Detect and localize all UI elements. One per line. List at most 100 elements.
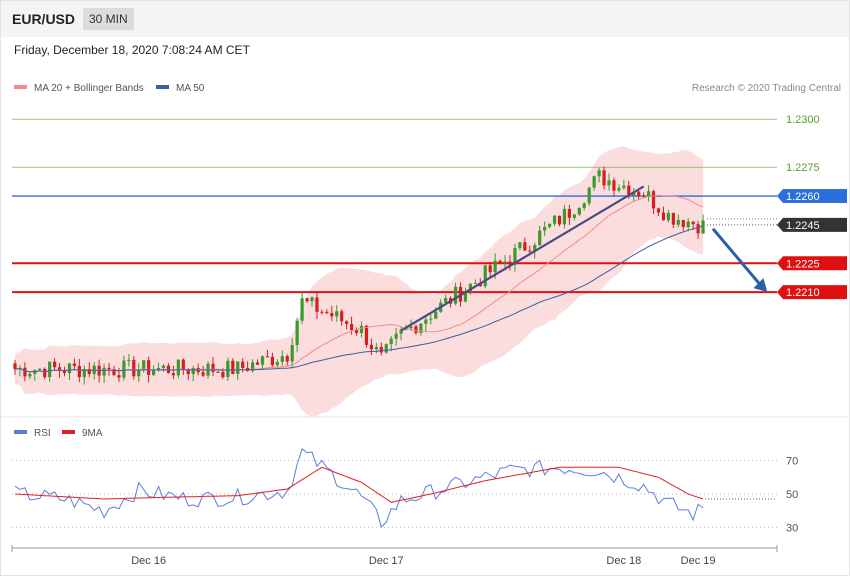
timeframe-badge[interactable]: 30 MIN [83,8,134,30]
candle-body [617,187,621,191]
candle-body [513,248,517,265]
candle-body [686,221,690,228]
candle [28,371,32,380]
candle [38,368,42,371]
candle [637,190,641,200]
bollinger-band-area [15,146,704,417]
candle [137,363,141,382]
candle-body [53,361,57,368]
candle-body [57,367,62,371]
candle [424,316,428,332]
candle-body [226,360,230,378]
candle-body [13,363,17,370]
candle-body [102,367,106,376]
candle-body [369,344,373,350]
candle-body [696,224,700,234]
candle-body [350,324,354,330]
level-support-5: 1.2210 [12,285,847,300]
candle-body [231,360,235,374]
candle-body [82,368,86,378]
candle [582,202,586,211]
candle-body [666,212,670,221]
legend-label: MA 50 [176,83,205,94]
candle-body [201,372,205,376]
candle-body [290,344,294,362]
candle [226,357,230,381]
candle-body [508,261,512,265]
candle-body [221,371,225,378]
candle [661,206,666,221]
candle-body [622,185,626,188]
candle-body [142,360,146,371]
candle-body [577,207,581,215]
candle-body [107,367,111,370]
candle-body [374,347,378,350]
candle [587,186,591,206]
candle-body [523,242,527,251]
candle-body [211,363,215,372]
level-label: 1.2210 [786,287,820,299]
rsi-legend-label: 9MA [82,428,103,439]
candle-body [305,298,309,302]
candle [671,212,675,229]
candle-body [295,320,299,345]
x-tick-label: Dec 19 [681,555,716,567]
candle-body [48,361,52,378]
candle-body [280,356,284,362]
level-label: 1.2225 [786,258,820,270]
candle [87,362,91,378]
candle-body [285,356,289,362]
level-tag [777,189,847,204]
trendline [400,185,645,332]
candle [82,365,86,385]
candle [285,354,289,367]
candle [419,323,423,336]
candle [117,367,121,382]
candle-body [637,191,641,196]
candle-body [379,347,383,353]
symbol-title: EUR/USD [12,11,76,27]
candle-body [38,368,42,371]
candle [577,207,581,216]
candle [572,213,576,221]
forecast-arrow-shaft [711,227,763,288]
candle-body [62,370,67,374]
candle-body [43,368,47,378]
candle [142,359,146,373]
candle [171,365,175,380]
candle-body [676,220,680,225]
candle-body [335,311,339,317]
candle [656,207,661,216]
candle [270,352,274,368]
candle-body [582,203,586,208]
candle [236,361,240,380]
candle [181,358,185,376]
candle-body [72,363,76,366]
candle-body [488,265,492,273]
candle-body [300,298,304,321]
candle [280,350,284,366]
candle [379,342,383,356]
candle-body [191,368,195,375]
candle-body [453,286,458,304]
candle-body [399,329,403,334]
level-pivot-2: 1.2260 [12,189,847,204]
candle-body [548,223,552,227]
level-tag [777,256,847,271]
legend-label: MA 20 + Bollinger Bands [34,83,144,94]
candle-body [137,370,141,377]
candle-body [429,318,433,320]
candle-body [122,360,126,378]
rsi-9ma-line [14,466,704,503]
candle [557,215,562,227]
candle-body [528,250,532,252]
candle [330,305,334,322]
candle-body [647,191,651,197]
candle-body [681,220,685,228]
candle [508,255,512,271]
candle [265,349,270,358]
rsi-tick-label: 70 [786,456,798,468]
candle-body [330,313,334,317]
candle-body [176,359,180,376]
candle-body [468,283,472,292]
